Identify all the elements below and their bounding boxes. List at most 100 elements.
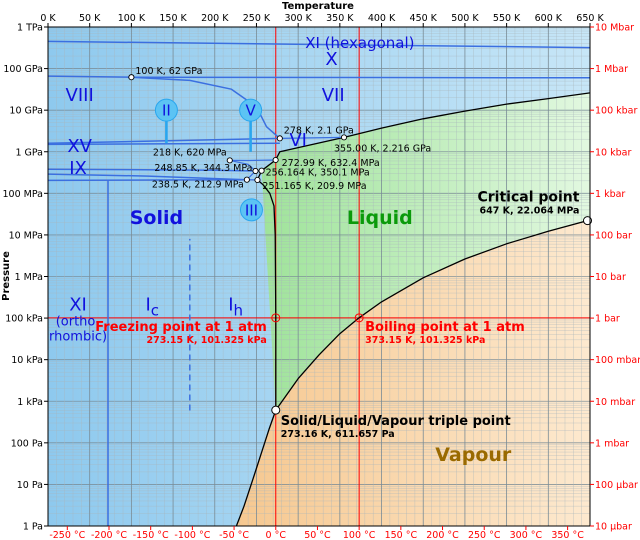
top-axis-tick-label: 500 K: [451, 13, 479, 24]
special-point-marker: [271, 405, 281, 415]
point-label: 238.5 K, 212.9 MPa: [152, 180, 244, 191]
bottom-axis-tick-label: -100 °C: [174, 530, 210, 540]
boundary-viii-vi: [48, 142, 280, 146]
ice-phase-label: VIII: [66, 85, 94, 106]
left-axis-tick-label: 10 GPa: [9, 106, 43, 117]
top-axis-tick-label: 650 K: [576, 13, 604, 24]
point-marker: [340, 134, 348, 141]
boundary-melting-vi: [275, 136, 345, 161]
left-axis-tick-label: 100 kPa: [5, 314, 43, 325]
left-axis-tick-label: 1 MPa: [15, 272, 43, 283]
right-axis-tick-label: 10 mbar: [595, 397, 635, 408]
left-axis-tick-label: 10 kPa: [11, 355, 43, 366]
bottom-axis-tick-label: 50 °C: [304, 530, 331, 540]
top-axis-tick-label: 400 K: [368, 13, 396, 24]
left-axis-label: Pressure: [1, 251, 12, 301]
right-axis-tick-label: 10 µbar: [595, 522, 632, 533]
boundary-ix-line: [48, 168, 256, 172]
axes: 0 K 50 K 100 K 150 K 200 K 250 K 300 K 350 K 400…: [3, 13, 640, 540]
special-point-detail: 647 K, 22.064 MPa: [480, 206, 580, 217]
ice-phase-label-main: I: [145, 295, 150, 316]
left-axis-tick-label: 1 GPa: [15, 147, 43, 158]
point-label: 218 K, 620 MPa: [153, 147, 227, 158]
phase-boundaries: [48, 40, 590, 526]
right-axis-tick-label: 1 Mbar: [595, 64, 628, 75]
ice-phase-label-sub: h: [234, 301, 244, 319]
special-point-title: Freezing point at 1 atm: [95, 320, 267, 335]
boundary-melting-vii: [343, 92, 590, 139]
boundary-sublimation: [235, 409, 277, 526]
ice-phase-circle: [239, 198, 263, 222]
bottom-axis-tick-label: 150 °C: [385, 530, 418, 540]
ice-phase-circled-label: III: [245, 201, 258, 219]
bottom-axis-tick-label: 100 °C: [343, 530, 376, 540]
top-axis-tick-label: 300 K: [284, 13, 312, 24]
right-axis-tick-label: 10 kbar: [595, 147, 631, 158]
ice-phase-circled-label: V: [245, 102, 256, 120]
region-label-liquid: Liquid: [347, 207, 413, 229]
point-marker: [276, 135, 283, 142]
point-annotations: 100 K, 62 GPa 278 K, 2.1 GPa 355.00 K, 2.2…: [95, 66, 592, 440]
ice-phase-label: XV: [67, 136, 92, 157]
top-axis-tick-label: 350 K: [326, 13, 354, 24]
point-marker: [258, 167, 265, 174]
ice-phase-label: X: [325, 49, 337, 70]
top-axis-tick-label: 450 K: [410, 13, 438, 24]
right-axis-tick-label: 1 mbar: [595, 438, 629, 449]
special-point-marker: [582, 216, 592, 226]
right-axis-tick-label: 10 bar: [595, 272, 626, 283]
left-axis-tick-label: 10 Pa: [17, 480, 43, 491]
ice-phase-circle: [239, 98, 263, 122]
boundary-vi-vii: [279, 136, 345, 139]
right-axis-tick-label: 100 mbar: [595, 355, 640, 366]
special-point-marker: [354, 313, 364, 323]
left-axis-tick-label: 10 MPa: [9, 230, 43, 241]
boundary-ii-ih: [48, 178, 247, 182]
left-axis-tick-label: 100 GPa: [3, 64, 43, 75]
vapour-region: [236, 220, 590, 526]
grid: [48, 27, 590, 526]
top-axis-tick-label: 100 K: [118, 13, 146, 24]
special-point-marker: [271, 313, 281, 323]
point-marker: [252, 167, 259, 175]
left-axis-tick-label: 100 Pa: [11, 438, 43, 449]
point-label: 272.99 K, 632.4 MPa: [282, 158, 380, 169]
top-axis-label: Temperature: [282, 1, 354, 12]
boundary-vi-v: [229, 159, 276, 162]
top-axis-tick-label: 600 K: [535, 13, 563, 24]
ice-phase-label: Ih: [228, 295, 243, 320]
ice-phase-circle: [154, 98, 178, 122]
boundary-ix-lower: [48, 173, 247, 181]
top-axis-tick-label: 0 K: [40, 13, 56, 24]
ice-phase-label: Ic: [145, 295, 159, 320]
left-axis-tick-label: 1 TPa: [17, 23, 43, 34]
point-label: 278 K, 2.1 GPa: [284, 125, 354, 136]
bottom-axis-tick-label: 200 °C: [426, 530, 459, 540]
point-marker: [128, 74, 135, 81]
ice-phase-label: XI (hexagonal): [305, 34, 414, 52]
point-label: 100 K, 62 GPa: [135, 66, 202, 77]
right-axis-tick-label: 100 kbar: [595, 106, 638, 117]
right-axis-tick-label: 1 bar: [595, 314, 620, 325]
bottom-axis-tick-label: 350 °C: [551, 530, 584, 540]
top-axis-tick-label: 200 K: [201, 13, 229, 24]
top-axis-tick-label: 150 K: [159, 13, 187, 24]
bottom-axis-tick-label: 300 °C: [510, 530, 543, 540]
point-marker: [272, 156, 279, 164]
point-label: 256.164 K, 350.1 MPa: [266, 168, 370, 179]
bottom-axis-tick-label: -250 °C: [49, 530, 85, 540]
ice-phase-label: rhombic): [49, 330, 107, 345]
ice-phase-label-sub: c: [151, 301, 159, 319]
bottom-axis-tick-label: -150 °C: [133, 530, 169, 540]
bottom-axis-tick-label: 250 °C: [468, 530, 501, 540]
ice-phase-label: (ortho-: [56, 315, 101, 330]
region-label-solid: Solid: [130, 207, 183, 229]
top-axis-tick-label: 250 K: [243, 13, 271, 24]
right-axis-tick-label: 100 µbar: [595, 480, 638, 491]
boundary-xv-line: [48, 137, 280, 145]
special-point-detail: 273.15 K, 101.325 kPa: [146, 335, 266, 346]
ice-phase-label: VI: [289, 130, 307, 151]
special-point-title: Solid/Liquid/Vapour triple point: [281, 414, 511, 429]
boundary-xi-x: [48, 40, 590, 49]
ice-phase-label: IX: [69, 158, 87, 179]
